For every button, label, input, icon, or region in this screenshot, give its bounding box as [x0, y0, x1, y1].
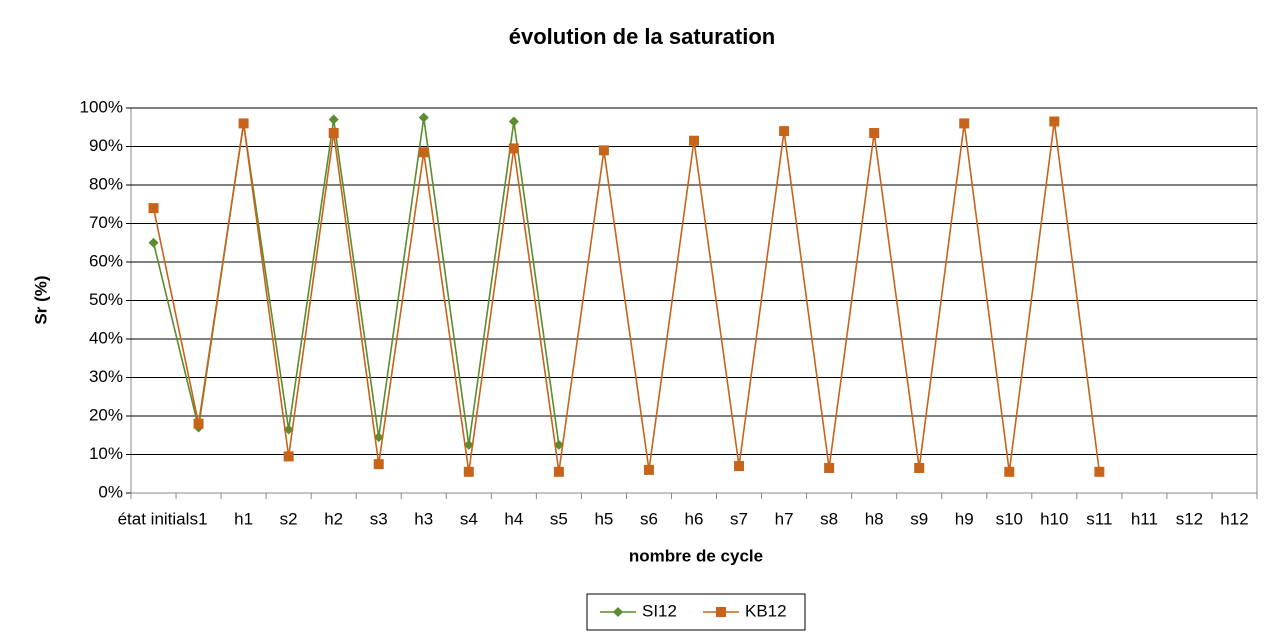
y-tick-label: 60% [89, 251, 123, 270]
legend-marker [716, 607, 726, 617]
data-point [734, 461, 745, 472]
x-tick-label: s12 [1176, 509, 1203, 528]
x-tick-label: h7 [775, 509, 794, 528]
data-point [1004, 466, 1015, 477]
legend-label: KB12 [745, 601, 787, 620]
y-tick-label: 20% [89, 405, 123, 424]
chart-title: évolution de la saturation [509, 24, 775, 49]
x-tick-label: h6 [685, 509, 704, 528]
x-axis-label: nombre de cycle [629, 546, 763, 565]
x-tick-label: h10 [1040, 509, 1068, 528]
x-tick-label: s4 [460, 509, 478, 528]
y-tick-label: 90% [89, 136, 123, 155]
x-tick-label: h12 [1220, 509, 1248, 528]
data-point [283, 451, 294, 462]
data-point [463, 439, 474, 450]
x-tick-label: h2 [324, 509, 343, 528]
x-tick-label: s5 [550, 509, 568, 528]
data-point [598, 145, 609, 156]
x-tick-label: s7 [730, 509, 748, 528]
y-tick-label: 50% [89, 290, 123, 309]
data-point [328, 128, 339, 139]
legend-label: SI12 [642, 601, 677, 620]
data-point [824, 462, 835, 473]
data-point [959, 118, 970, 129]
y-axis-label: Sr (%) [31, 275, 50, 324]
data-point [148, 203, 159, 214]
data-point [463, 466, 474, 477]
data-point [508, 116, 519, 127]
x-tick-label: h11 [1131, 509, 1158, 528]
data-point [1094, 466, 1105, 477]
y-tick-label: 10% [89, 444, 123, 463]
data-point [373, 432, 384, 443]
data-point [418, 147, 429, 158]
data-point [689, 135, 699, 146]
data-point [1049, 116, 1060, 127]
data-point [643, 464, 654, 475]
data-point [373, 459, 384, 470]
series-line [152, 121, 1101, 472]
y-tick-label: 70% [89, 213, 123, 232]
data-point [148, 237, 159, 248]
y-tick-label: 30% [89, 367, 123, 386]
x-tick-label: état initial [118, 509, 190, 528]
data-point [869, 128, 880, 139]
legend-marker [613, 607, 623, 617]
y-tick-label: 100% [80, 97, 123, 116]
data-point [508, 143, 519, 154]
data-point [328, 114, 339, 125]
data-point [418, 112, 429, 123]
x-tick-label: s2 [280, 509, 298, 528]
x-tick-label: h9 [955, 509, 974, 528]
y-tick-label: 40% [89, 328, 123, 347]
x-tick-label: s11 [1086, 509, 1112, 528]
y-tick-label: 80% [89, 174, 123, 193]
x-tick-label: h3 [414, 509, 433, 528]
x-tick-label: h8 [865, 509, 884, 528]
x-tick-label: s3 [370, 509, 388, 528]
x-tick-label: h5 [594, 509, 613, 528]
data-point [193, 418, 204, 429]
x-tick-label: s9 [910, 509, 928, 528]
x-tick-label: h1 [234, 509, 253, 528]
data-point [553, 439, 564, 450]
data-point [779, 126, 790, 137]
x-tick-label: s10 [996, 509, 1023, 528]
x-tick-label: h4 [504, 509, 523, 528]
y-tick-label: 0% [98, 482, 123, 501]
x-tick-label: s6 [640, 509, 658, 528]
data-point [914, 462, 925, 473]
data-point [238, 118, 249, 129]
data-point [553, 466, 564, 477]
x-tick-label: s1 [190, 509, 208, 528]
x-tick-label: s8 [820, 509, 838, 528]
